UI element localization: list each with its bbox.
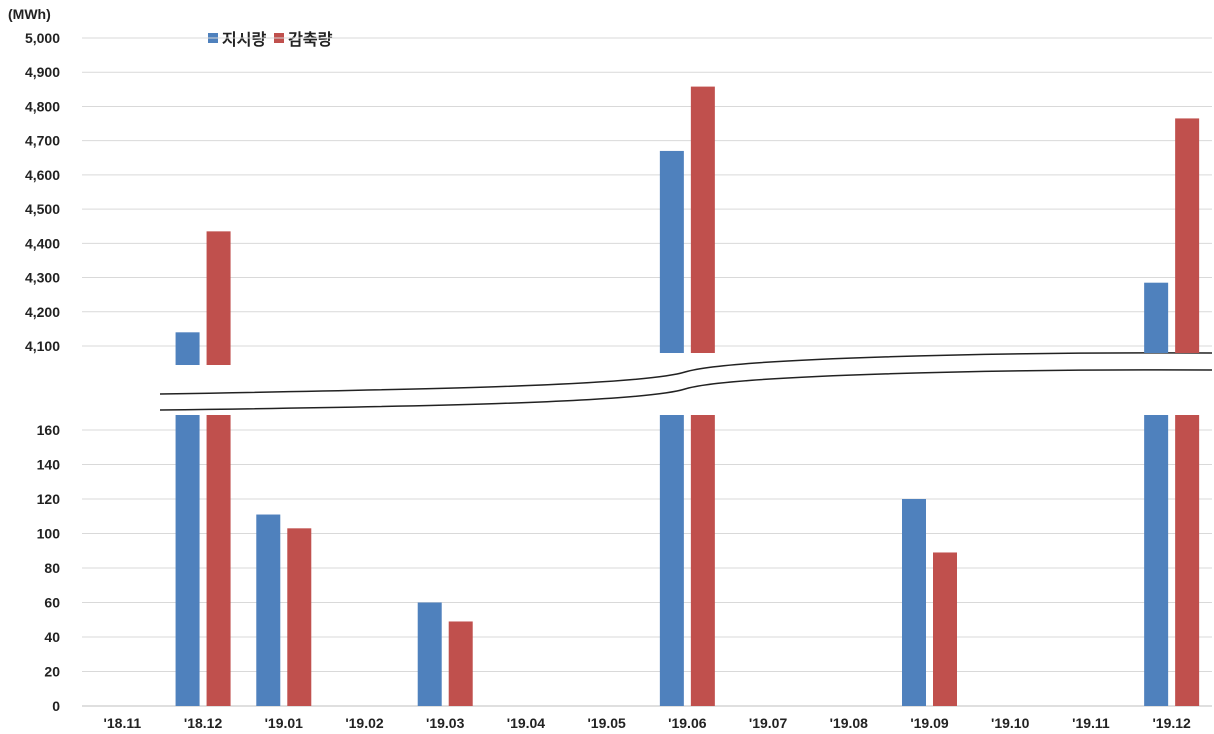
x-tick-label: '19.01	[265, 715, 304, 731]
bar-series-1	[256, 514, 281, 706]
bar-upper-series-2	[690, 86, 715, 354]
x-tick-label: '19.11	[1072, 715, 1110, 731]
bar-lower-series-2	[206, 415, 231, 706]
x-tick-label: '19.09	[910, 715, 949, 731]
x-tick-label: '19.08	[830, 715, 869, 731]
x-tick-label: '18.11	[104, 715, 142, 731]
bar-upper-series-1	[659, 150, 684, 353]
y-tick-label-lower: 160	[37, 422, 61, 438]
x-tick-label: '19.07	[749, 715, 788, 731]
x-tick-label: '19.02	[345, 715, 384, 731]
legend-label-series-1: 지시량	[222, 30, 267, 49]
axis-break-band	[160, 352, 1212, 410]
y-tick-label-upper: 4,700	[25, 133, 60, 149]
x-tick-label: '19.06	[668, 715, 707, 731]
bar-lower-series-1	[1144, 415, 1169, 706]
legend-label-series-2: 감축량	[288, 30, 333, 49]
x-tick-label: '19.10	[991, 715, 1030, 731]
bar-lower-series-1	[659, 415, 684, 706]
bar-lower-series-2	[1175, 415, 1200, 706]
y-tick-label-lower: 80	[44, 560, 60, 576]
y-tick-label-lower: 140	[37, 457, 61, 473]
y-tick-label-upper: 5,000	[25, 30, 60, 46]
y-tick-label-upper: 4,200	[25, 304, 60, 320]
y-tick-label-upper: 4,500	[25, 201, 60, 217]
bar-series-2	[933, 552, 957, 706]
y-tick-label-lower: 120	[37, 491, 61, 507]
unit-label: (MWh)	[8, 6, 51, 22]
bar-lower-series-1	[175, 415, 200, 706]
y-tick-label-lower: 20	[44, 664, 60, 680]
bar-upper-series-1	[175, 332, 200, 365]
bar-upper-series-2	[206, 231, 231, 365]
y-tick-label-upper: 4,800	[25, 98, 60, 114]
bar-series-2	[287, 528, 312, 706]
y-tick-label-upper: 4,400	[25, 235, 60, 251]
x-tick-label: '19.03	[426, 715, 465, 731]
bar-upper-series-2	[1175, 118, 1200, 353]
axis-break-line	[159, 369, 1213, 411]
y-tick-label-lower: 60	[44, 595, 60, 611]
bar-upper-series-1	[1144, 282, 1169, 353]
x-tick-label: '19.12	[1152, 715, 1191, 731]
y-tick-label-lower: 40	[44, 629, 60, 645]
bar-series-1	[417, 602, 442, 706]
y-tick-label-upper: 4,300	[25, 270, 60, 286]
x-tick-label: '18.12	[184, 715, 223, 731]
y-tick-label-upper: 4,100	[25, 338, 60, 354]
y-tick-label-lower: 0	[52, 698, 60, 714]
bar-series-1	[902, 499, 926, 706]
y-tick-label-lower: 100	[37, 526, 61, 542]
axis-break-line	[159, 352, 1213, 395]
x-tick-label: '19.05	[587, 715, 626, 731]
x-tick-label: '19.04	[507, 715, 546, 731]
y-tick-label-upper: 4,600	[25, 167, 60, 183]
y-tick-label-upper: 4,900	[25, 64, 60, 80]
bar-lower-series-2	[690, 415, 715, 706]
bar-series-2	[448, 621, 473, 706]
